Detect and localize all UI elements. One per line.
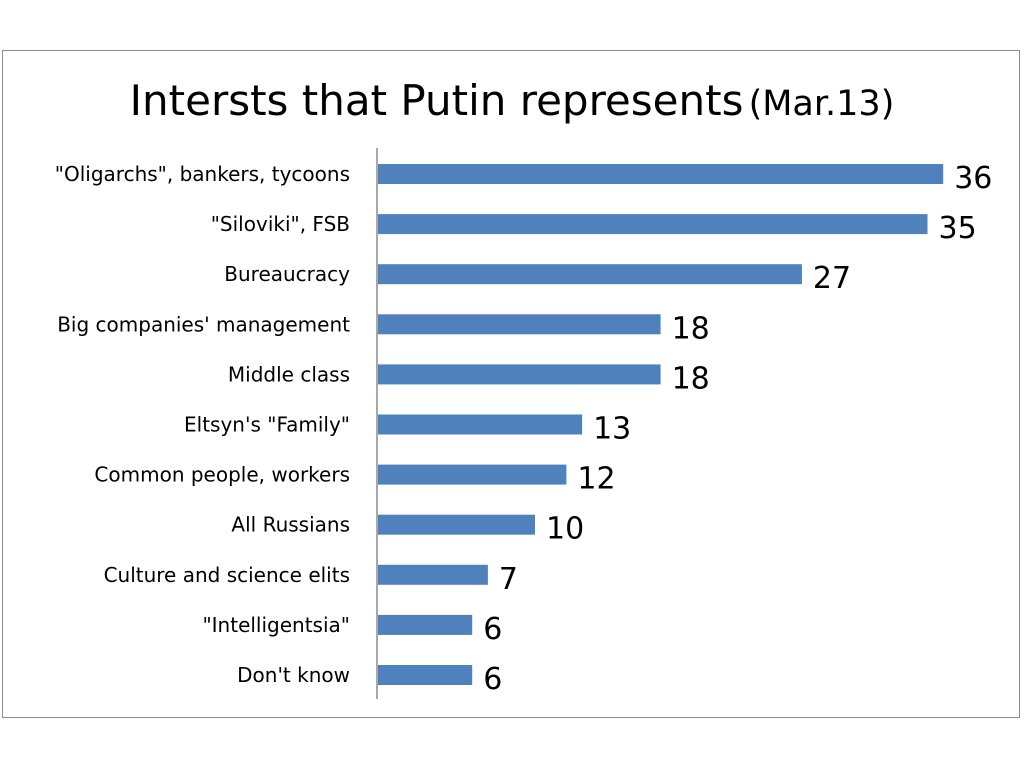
labels-layer: "Oligarchs", bankers, tycoons 36 "Siloviki… xyxy=(55,161,993,697)
data-label: 13 xyxy=(593,412,631,447)
category-label: Don't know xyxy=(237,663,350,687)
bar xyxy=(378,314,661,335)
bars-layer xyxy=(378,164,944,685)
data-label: 27 xyxy=(813,261,851,296)
bar xyxy=(378,464,567,485)
chart-title-sub: (Mar.13) xyxy=(748,84,895,124)
chart-title: Intersts that Putin represents (Mar.13) xyxy=(0,76,1024,125)
data-label: 10 xyxy=(546,512,584,547)
bar xyxy=(378,364,661,385)
category-label: "Oligarchs", bankers, tycoons xyxy=(55,162,350,186)
bar xyxy=(378,164,944,184)
category-label: "Siloviki", FSB xyxy=(211,212,350,236)
category-label: Middle class xyxy=(228,362,350,386)
data-label: 18 xyxy=(672,311,710,346)
bar xyxy=(378,564,488,585)
category-label: All Russians xyxy=(231,513,350,537)
category-label: "Intelligentsia" xyxy=(202,613,350,637)
data-label: 18 xyxy=(672,361,710,396)
data-label: 6 xyxy=(483,662,502,697)
category-label: Bureaucracy xyxy=(224,262,350,286)
category-label: Eltsyn's "Family" xyxy=(184,413,350,437)
data-label: 7 xyxy=(499,562,518,597)
bar xyxy=(378,514,535,535)
data-label: 12 xyxy=(577,462,615,497)
data-label: 35 xyxy=(939,211,977,246)
data-label: 36 xyxy=(954,161,992,196)
bar xyxy=(378,214,928,235)
bar xyxy=(378,614,473,635)
category-label: Culture and science elits xyxy=(104,563,350,587)
chart-title-main: Intersts that Putin represents xyxy=(129,76,744,125)
data-label: 6 xyxy=(483,612,502,647)
bar xyxy=(378,414,583,435)
bar xyxy=(378,264,802,285)
category-label: Big companies' management xyxy=(57,312,350,336)
category-label: Common people, workers xyxy=(94,463,350,487)
bar xyxy=(378,665,473,685)
